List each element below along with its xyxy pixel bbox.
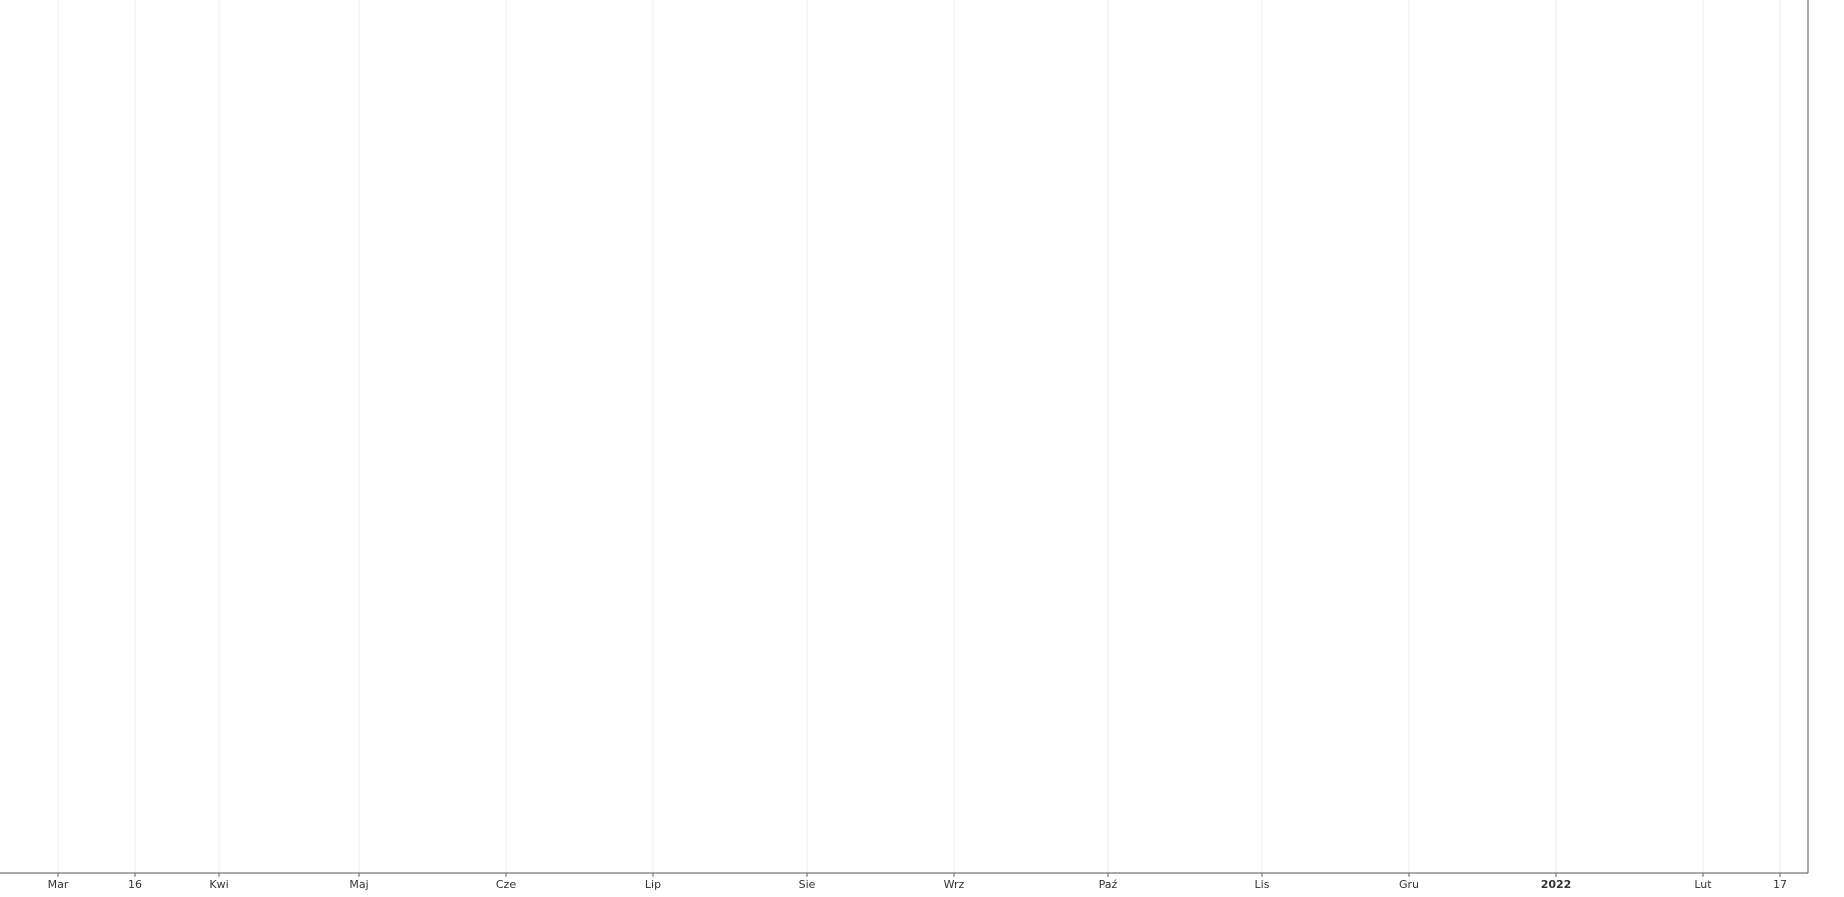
x-tick-label: Paź — [1099, 878, 1118, 891]
x-tick-label: Lis — [1255, 878, 1270, 891]
x-tick-label: 16 — [128, 878, 142, 891]
x-tick-label: Lut — [1694, 878, 1712, 891]
x-tick-label: Mar — [48, 878, 69, 891]
x-tick-label: 17 — [1773, 878, 1787, 891]
x-tick-label: Lip — [645, 878, 661, 891]
axes: Mar 16 Kwi Maj Cze Lip Sie Wrz Paź Lis Gru 2022 Lut 1… — [0, 0, 1809, 891]
x-tick-label: 2022 — [1541, 878, 1572, 891]
x-tick-label: Cze — [496, 878, 516, 891]
x-tick-label: Gru — [1399, 878, 1419, 891]
x-tick-label: Wrz — [944, 878, 965, 891]
x-tick-label: Sie — [799, 878, 816, 891]
grid — [57, 0, 1781, 873]
x-tick-label: Kwi — [209, 878, 228, 891]
x-tick-label: Maj — [349, 878, 368, 891]
